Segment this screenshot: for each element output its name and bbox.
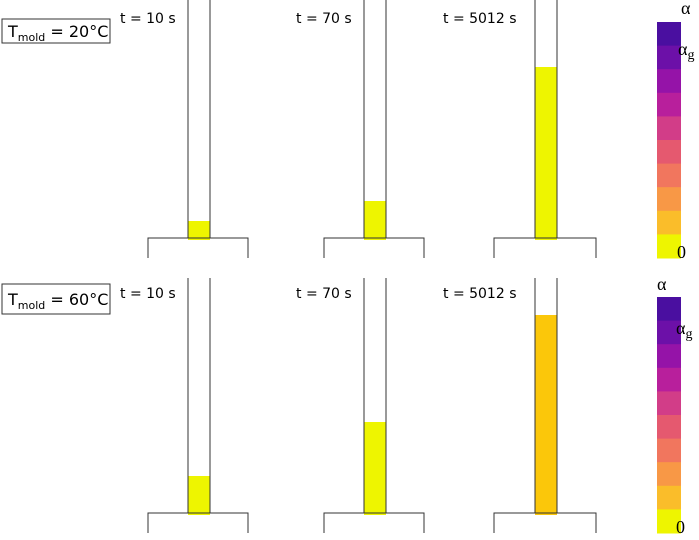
fill [364, 422, 386, 515]
colorbar-segment [657, 344, 681, 369]
row-top: Tmold = 20°C t = 10 s t = 70 s t = 5012 … [1, 0, 597, 258]
tube [147, 278, 249, 533]
colorbar [657, 297, 681, 534]
colorbar-top: α [681, 0, 691, 18]
time-label: t = 10 s [120, 11, 176, 27]
colorbar-segment [657, 234, 681, 259]
colorbar-segment [657, 187, 681, 212]
colorbar-bottom: 0 [677, 242, 686, 262]
colorbar-top: α [657, 274, 667, 294]
label-box [1, 283, 111, 315]
time-label: t = 5012 s [443, 286, 517, 302]
colorbar-segment [657, 462, 681, 487]
colorbar-segment [657, 297, 681, 322]
colorbar-segment [657, 210, 681, 235]
colorbar-segment [657, 116, 681, 141]
colorbar-segment [657, 415, 681, 440]
colorbar-mid: αg [676, 318, 692, 342]
colorbar-segment [657, 367, 681, 392]
time-label: t = 10 s [120, 286, 176, 302]
colorbar-segment [657, 92, 681, 117]
fill [188, 476, 210, 515]
tube [493, 0, 597, 258]
row-label: Tmold = 20°C [7, 22, 108, 44]
tube [323, 278, 425, 533]
time-label: t = 70 s [296, 286, 352, 302]
label-box [1, 18, 111, 44]
row-bottom: Tmold = 60°C t = 10 s t = 70 s t = 5012 … [1, 278, 597, 533]
tube [323, 0, 425, 258]
fill [188, 221, 210, 240]
colorbar [657, 22, 681, 259]
tube [493, 278, 597, 533]
colorbar-segment [657, 391, 681, 416]
time-label: t = 5012 s [443, 11, 517, 27]
colorbar-segment [657, 320, 681, 345]
colorbar-segment [657, 509, 681, 534]
fill [364, 201, 386, 240]
colorbar-segment [657, 163, 681, 188]
colorbar-bottom: 0 [676, 517, 685, 537]
colorbar-mid: αg [678, 39, 694, 63]
fill [535, 315, 557, 515]
tube [147, 0, 249, 258]
colorbar-segment [657, 438, 681, 463]
fill [535, 67, 557, 240]
colorbar-segment [657, 69, 681, 94]
row-label: Tmold = 60°C [7, 290, 108, 312]
colorbar-segment [657, 22, 681, 47]
time-label: t = 70 s [296, 11, 352, 27]
colorbar-segment [657, 140, 681, 165]
colorbar-segment [657, 485, 681, 510]
colorbar-segment [657, 45, 681, 70]
